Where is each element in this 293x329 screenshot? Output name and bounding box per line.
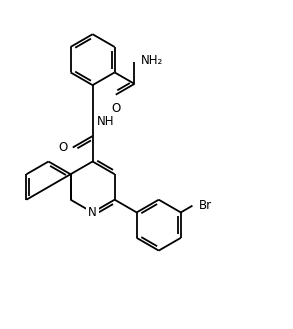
Text: NH₂: NH₂ — [141, 54, 163, 67]
Text: O: O — [58, 141, 67, 154]
Text: O: O — [111, 102, 120, 115]
Text: NH: NH — [97, 115, 115, 128]
Text: N: N — [88, 206, 97, 219]
Text: Br: Br — [199, 199, 212, 212]
